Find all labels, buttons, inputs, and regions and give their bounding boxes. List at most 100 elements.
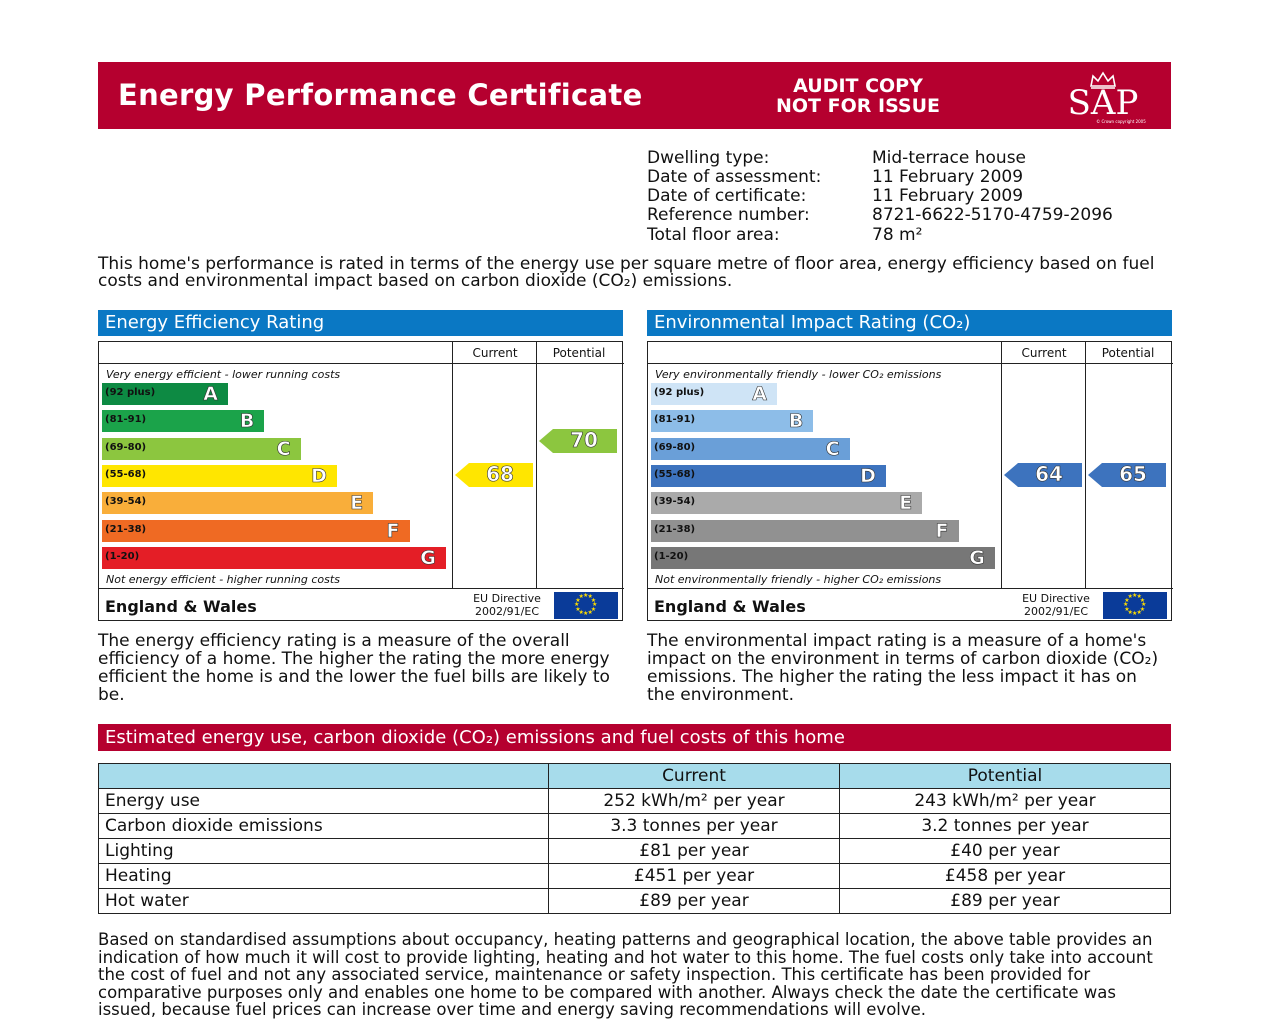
band-letter: D bbox=[860, 464, 876, 488]
footer-divider bbox=[99, 588, 624, 589]
column-divider bbox=[1001, 342, 1002, 589]
band-range: (55-68) bbox=[105, 468, 147, 480]
efficiency-heading: Energy Efficiency Rating bbox=[98, 310, 623, 336]
potential-value: £89 per year bbox=[839, 888, 1171, 914]
band-range: (21-38) bbox=[654, 523, 696, 535]
potential-rating-arrow bbox=[1088, 462, 1166, 487]
table-row: Hot water £89 per year £89 per year bbox=[98, 888, 1171, 914]
band-letter: C bbox=[276, 437, 291, 460]
potential-value: 243 kWh/m² per year bbox=[839, 788, 1171, 814]
efficiency-description: The energy efficiency rating is a measur… bbox=[98, 631, 610, 705]
table-row: Lighting £81 per year £40 per year bbox=[98, 838, 1171, 864]
potential-column-label: Potential bbox=[552, 346, 606, 360]
detail-label: Dwelling type: bbox=[647, 148, 770, 168]
current-arrow-shape bbox=[1004, 462, 1082, 487]
eu-directive: EU Directive 2002/91/EC bbox=[1013, 592, 1099, 618]
estimate-header-potential: Potential bbox=[839, 763, 1171, 789]
band-range: (92 plus) bbox=[654, 387, 705, 398]
band-range: (1-20) bbox=[105, 550, 140, 562]
header-divider bbox=[648, 363, 1173, 364]
audit-line-2: NOT FOR ISSUE bbox=[776, 95, 940, 117]
detail-value: 11 February 2009 bbox=[872, 186, 1024, 206]
band-c: (69-80) C bbox=[651, 437, 850, 460]
band-letter: G bbox=[420, 546, 436, 569]
band-b: (81-91) B bbox=[102, 410, 265, 433]
row-label: Carbon dioxide emissions bbox=[98, 813, 549, 839]
eu-directive: EU Directive 2002/91/EC bbox=[464, 592, 550, 618]
column-divider bbox=[536, 342, 537, 589]
band-letter: A bbox=[752, 383, 767, 406]
audit-copy-notice: AUDIT COPY NOT FOR ISSUE bbox=[748, 76, 968, 116]
band-letter: F bbox=[935, 519, 949, 542]
band-range: (69-80) bbox=[105, 441, 147, 453]
table-row: Energy use 252 kWh/m² per year 243 kWh/m² … bbox=[98, 788, 1171, 814]
current-value: 252 kWh/m² per year bbox=[548, 788, 840, 814]
table-row: Heating £451 per year £458 per year bbox=[98, 863, 1171, 889]
band-f: (21-38) F bbox=[651, 519, 959, 542]
potential-value: £458 per year bbox=[839, 863, 1171, 889]
band-e: (39-54) E bbox=[102, 492, 374, 514]
band-c: (69-80) C bbox=[102, 437, 301, 460]
row-label: Lighting bbox=[98, 838, 549, 864]
footer-divider bbox=[648, 588, 1173, 589]
environment-rating-chart: Current Potential Very environmentally fri… bbox=[647, 341, 1173, 621]
eu-star-icon: ★ bbox=[1136, 608, 1142, 616]
eu-star-icon: ★ bbox=[587, 593, 593, 601]
row-label: Heating bbox=[98, 863, 549, 889]
eu-flag-icon: ★ ★ ★ ★ ★ ★ ★ ★ ★ ★ ★ ★ bbox=[554, 592, 618, 619]
eu-star-icon: ★ bbox=[583, 610, 589, 617]
sap-copyright: © Crown copyright 2005 bbox=[1096, 119, 1146, 124]
current-rating-arrow bbox=[1004, 462, 1082, 487]
eu-directive-line1: EU Directive bbox=[473, 592, 541, 605]
band-d: (55-68) D bbox=[102, 465, 337, 487]
detail-label: Total floor area: bbox=[647, 225, 780, 245]
environment-description: The environmental impact rating is a mea… bbox=[647, 631, 1159, 705]
eu-star-icon: ★ bbox=[575, 605, 581, 613]
potential-rating-value: 70 bbox=[570, 427, 598, 452]
band-b: (81-91) B bbox=[651, 410, 814, 433]
eu-star-icon: ★ bbox=[1139, 605, 1146, 613]
estimate-header-current: Current bbox=[548, 763, 840, 789]
band-letter: B bbox=[239, 410, 255, 433]
band-letter: G bbox=[969, 546, 985, 569]
certificate-title: Energy Performance Certificate bbox=[118, 78, 643, 112]
band-letter: D bbox=[311, 464, 327, 488]
band-letter: F bbox=[386, 519, 400, 542]
eu-star-icon: ★ bbox=[590, 596, 597, 604]
eu-star-icon: ★ bbox=[578, 593, 584, 601]
current-arrow-shape bbox=[455, 462, 533, 487]
band-range: (81-91) bbox=[654, 414, 696, 426]
current-rating-value: 64 bbox=[1035, 461, 1063, 487]
band-a: (92 plus) A bbox=[102, 383, 228, 405]
estimate-header-blank bbox=[98, 763, 549, 789]
potential-rating-arrow bbox=[539, 428, 617, 453]
row-label: Energy use bbox=[98, 788, 549, 814]
current-column-label: Current bbox=[472, 346, 518, 360]
band-range: (69-80) bbox=[654, 441, 696, 453]
band-range: (39-54) bbox=[105, 496, 147, 508]
eu-star-icon: ★ bbox=[575, 596, 581, 604]
eu-star-icon: ★ bbox=[578, 608, 584, 616]
band-range: (92 plus) bbox=[105, 387, 156, 398]
row-label: Hot water bbox=[98, 888, 549, 914]
detail-value: Mid-terrace house bbox=[872, 148, 1027, 168]
eu-star-icon: ★ bbox=[1123, 601, 1129, 608]
bottom-note: Not environmentally friendly - higher CO… bbox=[655, 573, 942, 586]
band-d: (55-68) D bbox=[651, 465, 886, 487]
detail-value: 8721-6622-5170-4759-2096 bbox=[872, 205, 1113, 225]
sap-logo-icon: SAP © Crown copyright 2005 bbox=[1068, 71, 1146, 124]
potential-arrow-shape bbox=[1088, 462, 1166, 487]
audit-line-1: AUDIT COPY bbox=[793, 75, 923, 97]
estimate-header-row: Current Potential bbox=[98, 763, 1171, 789]
eu-directive-line2: 2002/91/EC bbox=[1023, 605, 1089, 618]
eu-star-icon: ★ bbox=[592, 601, 598, 608]
eu-directive-line2: 2002/91/EC bbox=[474, 605, 540, 618]
potential-arrow-shape bbox=[539, 428, 617, 453]
column-divider bbox=[452, 342, 453, 589]
eu-star-icon: ★ bbox=[1124, 596, 1130, 604]
eu-star-icon: ★ bbox=[587, 608, 593, 616]
bottom-note: Not energy efficient - higher running co… bbox=[106, 573, 340, 586]
current-value: £89 per year bbox=[548, 888, 840, 914]
band-range: (21-38) bbox=[105, 523, 147, 535]
table-row: Carbon dioxide emissions 3.3 tonnes per y… bbox=[98, 813, 1171, 839]
